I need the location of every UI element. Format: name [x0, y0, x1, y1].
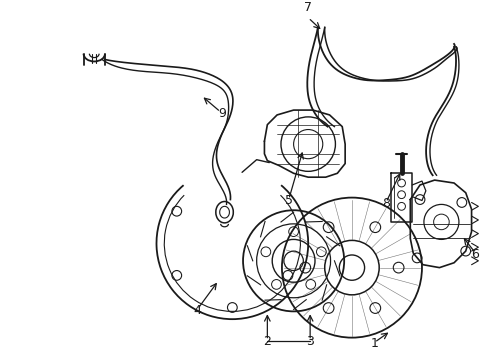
Text: 4: 4 — [193, 304, 201, 317]
Text: 5: 5 — [284, 194, 292, 207]
Text: 7: 7 — [304, 1, 311, 14]
Text: 9: 9 — [218, 107, 226, 120]
Text: 1: 1 — [369, 337, 378, 350]
Text: 2: 2 — [263, 335, 271, 348]
Text: 8: 8 — [381, 197, 389, 210]
Text: 6: 6 — [470, 248, 478, 261]
Text: 3: 3 — [305, 335, 313, 348]
